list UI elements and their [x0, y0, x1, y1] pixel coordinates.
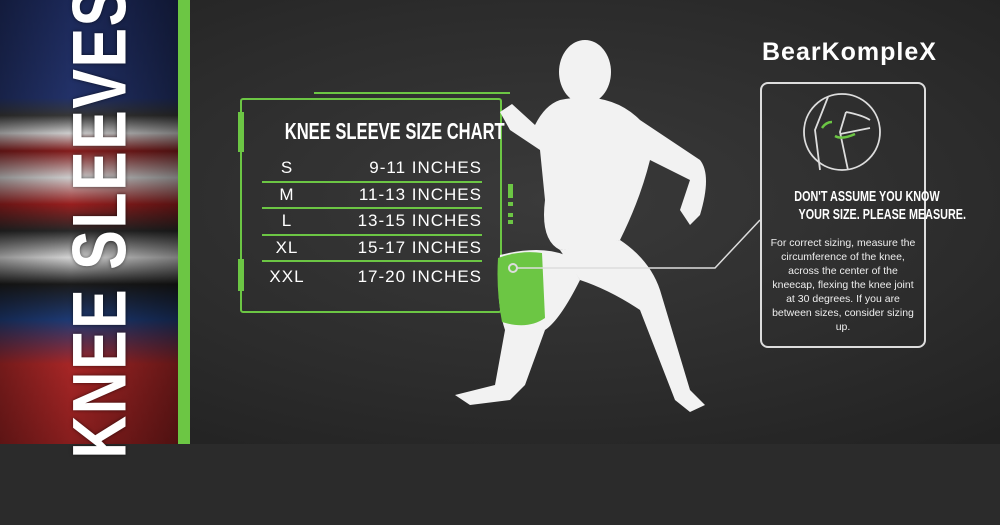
size-chart-title: KNEE SLEEVE SIZE CHART	[284, 118, 505, 144]
accent-dash	[508, 184, 513, 198]
product-photo-strip	[0, 0, 178, 444]
measure-heading: DON'T ASSUME YOU KNOW YOUR SIZE. PLEASE M…	[794, 188, 966, 223]
knee-measure-icon	[803, 93, 881, 171]
accent-dash	[508, 202, 513, 206]
size-row: XL 15-17 INCHES	[262, 236, 482, 262]
size-row: L 13-15 INCHES	[262, 209, 482, 236]
accent-stripe	[178, 0, 190, 444]
vertical-title: KNEE SLEEVES	[57, 0, 143, 459]
size-chart: KNEE SLEEVE SIZE CHART S 9-11 INCHES M 11-…	[238, 98, 505, 313]
knee-highlight	[497, 252, 545, 326]
measure-instructions: For correct sizing, measure the circumfe…	[770, 237, 916, 333]
runner-illustration	[455, 40, 881, 412]
size-row: M 11-13 INCHES	[262, 183, 482, 209]
accent-dash	[508, 213, 513, 217]
chart-frame-accent	[314, 92, 510, 94]
accent-dash	[508, 220, 513, 224]
measure-panel	[760, 82, 926, 348]
brand-logo: BearKompleX	[762, 38, 937, 66]
size-row: XXL 17-20 INCHES	[269, 267, 482, 286]
size-row: S 9-11 INCHES	[262, 156, 482, 183]
